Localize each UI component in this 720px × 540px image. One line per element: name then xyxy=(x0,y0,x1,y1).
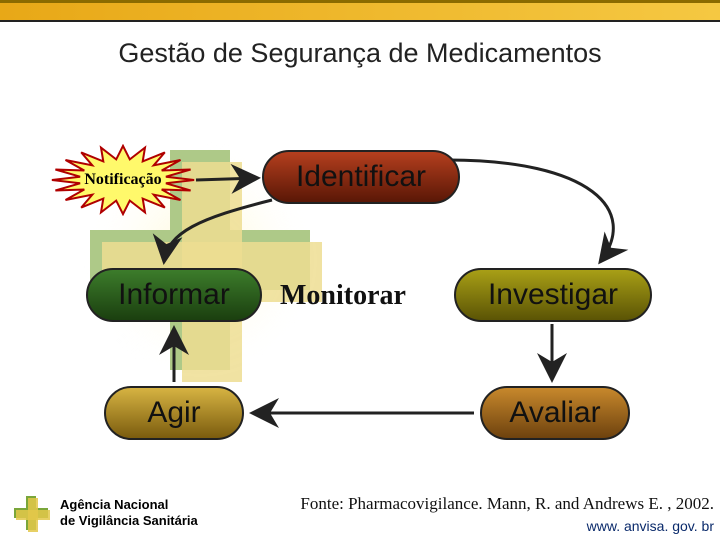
box-label: Informar xyxy=(118,278,230,312)
box-label: Identificar xyxy=(296,160,426,194)
starburst-label: Notificação xyxy=(84,171,161,189)
box-label: Investigar xyxy=(488,278,618,312)
anvisa-logo-icon xyxy=(10,492,52,534)
box-label: Agir xyxy=(147,396,200,430)
agency-line2: de Vigilância Sanitária xyxy=(60,513,198,529)
starburst-notificacao: Notificação xyxy=(48,144,198,216)
monitorar-label: Monitorar xyxy=(280,280,406,312)
source-text: Fonte: Pharmacovigilance. Mann, R. and A… xyxy=(300,494,714,514)
box-investigar: Investigar xyxy=(454,268,652,322)
box-agir: Agir xyxy=(104,386,244,440)
box-avaliar: Avaliar xyxy=(480,386,630,440)
url-text: www. anvisa. gov. br xyxy=(300,518,714,534)
box-identificar: Identificar xyxy=(262,150,460,204)
box-informar: Informar xyxy=(86,268,262,322)
agency-block: Agência Nacional de Vigilância Sanitária xyxy=(10,492,198,534)
box-label: Avaliar xyxy=(509,396,600,430)
agency-line1: Agência Nacional xyxy=(60,497,198,513)
footer: Agência Nacional de Vigilância Sanitária… xyxy=(10,492,714,534)
agency-text: Agência Nacional de Vigilância Sanitária xyxy=(60,497,198,528)
source-block: Fonte: Pharmacovigilance. Mann, R. and A… xyxy=(300,494,714,534)
